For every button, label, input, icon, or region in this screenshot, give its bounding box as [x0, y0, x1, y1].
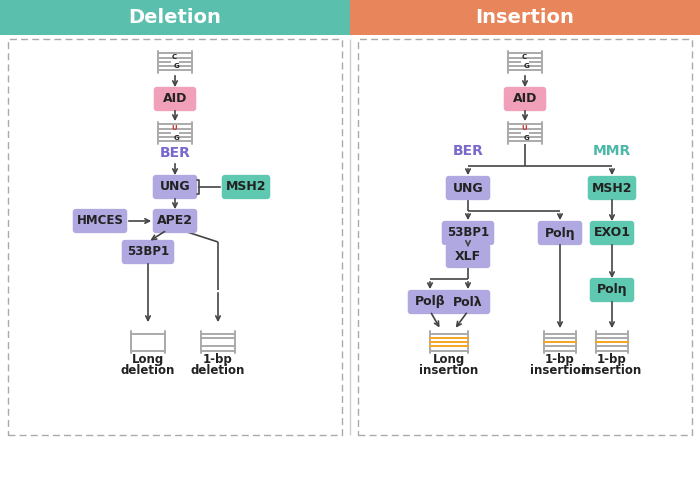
FancyBboxPatch shape [222, 175, 270, 199]
FancyBboxPatch shape [504, 87, 546, 111]
Text: deletion: deletion [191, 364, 245, 376]
Text: Polη: Polη [596, 284, 627, 296]
Text: C: C [522, 54, 526, 60]
Text: BER: BER [160, 146, 190, 160]
Text: Polβ: Polβ [414, 295, 445, 309]
Text: 1-bp: 1-bp [203, 353, 233, 367]
FancyBboxPatch shape [446, 290, 490, 314]
Text: G: G [173, 64, 179, 70]
Text: insertion: insertion [531, 364, 589, 376]
Text: XLF: XLF [455, 249, 481, 263]
Text: insertion: insertion [419, 364, 479, 376]
Text: U: U [172, 125, 177, 131]
Text: MMR: MMR [593, 144, 631, 158]
Text: G: G [523, 134, 529, 141]
Text: 1-bp: 1-bp [545, 353, 575, 367]
FancyBboxPatch shape [73, 209, 127, 233]
Text: G: G [523, 64, 529, 70]
Text: U: U [522, 125, 527, 131]
Text: BER: BER [453, 144, 484, 158]
FancyBboxPatch shape [153, 209, 197, 233]
Text: 1-bp: 1-bp [597, 353, 627, 367]
Text: Deletion: Deletion [129, 8, 221, 27]
FancyBboxPatch shape [407, 290, 452, 314]
Text: AID: AID [163, 93, 187, 105]
FancyBboxPatch shape [442, 221, 494, 245]
Text: UNG: UNG [160, 180, 190, 194]
FancyBboxPatch shape [588, 176, 636, 200]
FancyBboxPatch shape [446, 176, 490, 200]
Text: G: G [173, 134, 179, 141]
Text: deletion: deletion [121, 364, 175, 376]
Text: 53BP1: 53BP1 [127, 245, 169, 259]
Text: HMCES: HMCES [76, 215, 123, 227]
Text: MSH2: MSH2 [225, 180, 266, 194]
FancyBboxPatch shape [154, 87, 196, 111]
Text: Long: Long [433, 353, 465, 367]
FancyBboxPatch shape [446, 244, 490, 268]
Text: C: C [172, 54, 176, 60]
Text: EXO1: EXO1 [594, 226, 631, 240]
FancyBboxPatch shape [589, 278, 634, 302]
Text: Polη: Polη [545, 226, 575, 240]
Text: APE2: APE2 [157, 215, 193, 227]
Text: insertion: insertion [582, 364, 642, 376]
Bar [0, 0, 350, 35]
Text: 53BP1: 53BP1 [447, 226, 489, 240]
FancyBboxPatch shape [153, 175, 197, 199]
FancyBboxPatch shape [122, 240, 174, 264]
Text: UNG: UNG [453, 181, 483, 195]
Text: Polλ: Polλ [453, 295, 483, 309]
Text: MSH2: MSH2 [592, 181, 632, 195]
Text: Long: Long [132, 353, 164, 367]
Bar [350, 0, 700, 35]
FancyBboxPatch shape [589, 221, 634, 245]
Text: AID: AID [513, 93, 537, 105]
FancyBboxPatch shape [538, 221, 582, 245]
Text: Insertion: Insertion [475, 8, 575, 27]
